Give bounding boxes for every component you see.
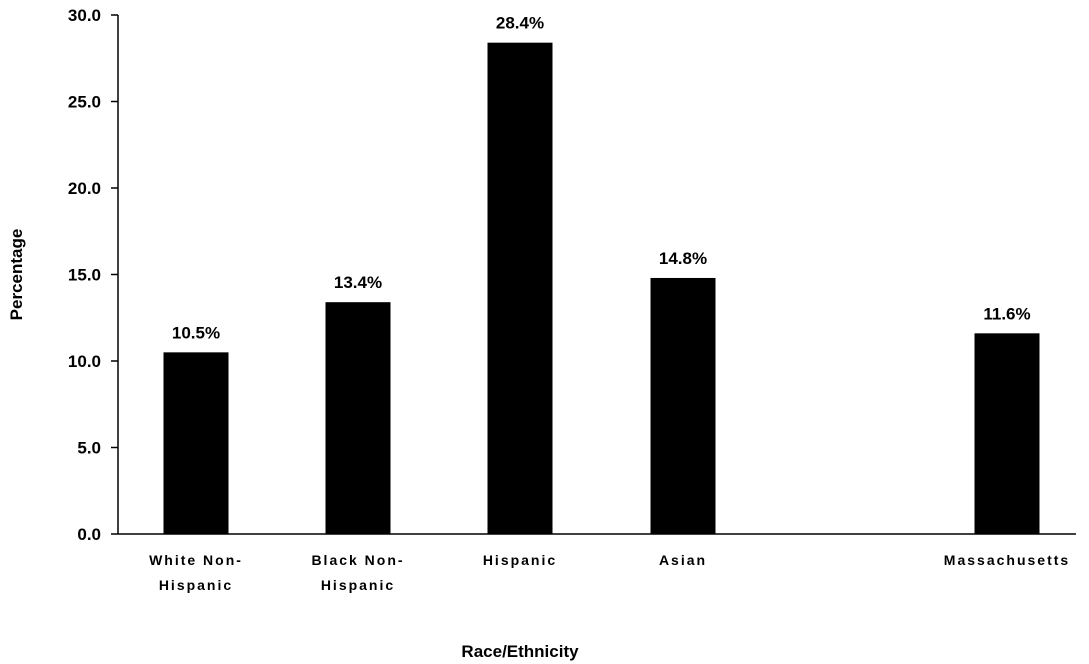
bar: [650, 277, 716, 534]
x-category-label: Hispanic: [483, 552, 557, 568]
y-tick-label: 15.0: [68, 266, 101, 285]
y-tick-label: 0.0: [77, 525, 101, 544]
y-tick-label: 10.0: [68, 352, 101, 371]
x-category-label: Massachusetts: [944, 552, 1070, 568]
x-category-label: Hispanic: [159, 577, 233, 593]
bar-value-label: 11.6%: [983, 304, 1030, 323]
y-axis-ticks: 0.0 5.0 10.0 15.0 20.0 25.0 30.0: [68, 6, 118, 544]
bars: [163, 42, 1040, 535]
bar-value-label: 14.8%: [659, 249, 707, 268]
bar: [974, 333, 1040, 534]
y-tick-label: 20.0: [68, 179, 101, 198]
y-tick-label: 5.0: [77, 439, 101, 458]
x-category-label: Black Non-: [311, 552, 404, 568]
bar: [487, 42, 553, 535]
y-axis-title: Percentage: [7, 229, 26, 321]
y-tick-label: 30.0: [68, 6, 101, 25]
x-category-label: Hispanic: [321, 577, 395, 593]
bar-value-label: 10.5%: [172, 323, 220, 342]
bar-value-label: 28.4%: [496, 14, 544, 33]
bar: [163, 352, 229, 534]
category-labels: White Non- Hispanic Black Non- Hispanic Hisp…: [149, 552, 1070, 593]
x-category-label: White Non-: [149, 552, 243, 568]
bar: [325, 302, 391, 534]
x-category-label: Asian: [659, 552, 707, 568]
y-tick-label: 25.0: [68, 93, 101, 112]
x-axis-title: Race/Ethnicity: [461, 642, 579, 661]
bar-value-label: 13.4%: [334, 273, 382, 292]
data-labels: 10.5% 13.4% 28.4% 14.8% 11.6%: [172, 14, 1031, 343]
